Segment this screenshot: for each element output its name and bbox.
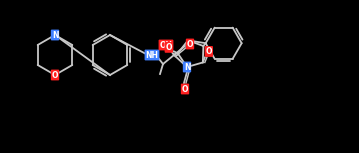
Text: OH: OH (159, 41, 173, 50)
Text: O: O (206, 47, 212, 56)
Text: NH: NH (145, 50, 159, 60)
Text: N: N (52, 30, 58, 39)
Text: O: O (182, 84, 188, 93)
Text: O: O (187, 39, 193, 49)
Text: O: O (165, 43, 172, 52)
Text: N: N (184, 62, 190, 71)
Text: O: O (52, 71, 58, 80)
